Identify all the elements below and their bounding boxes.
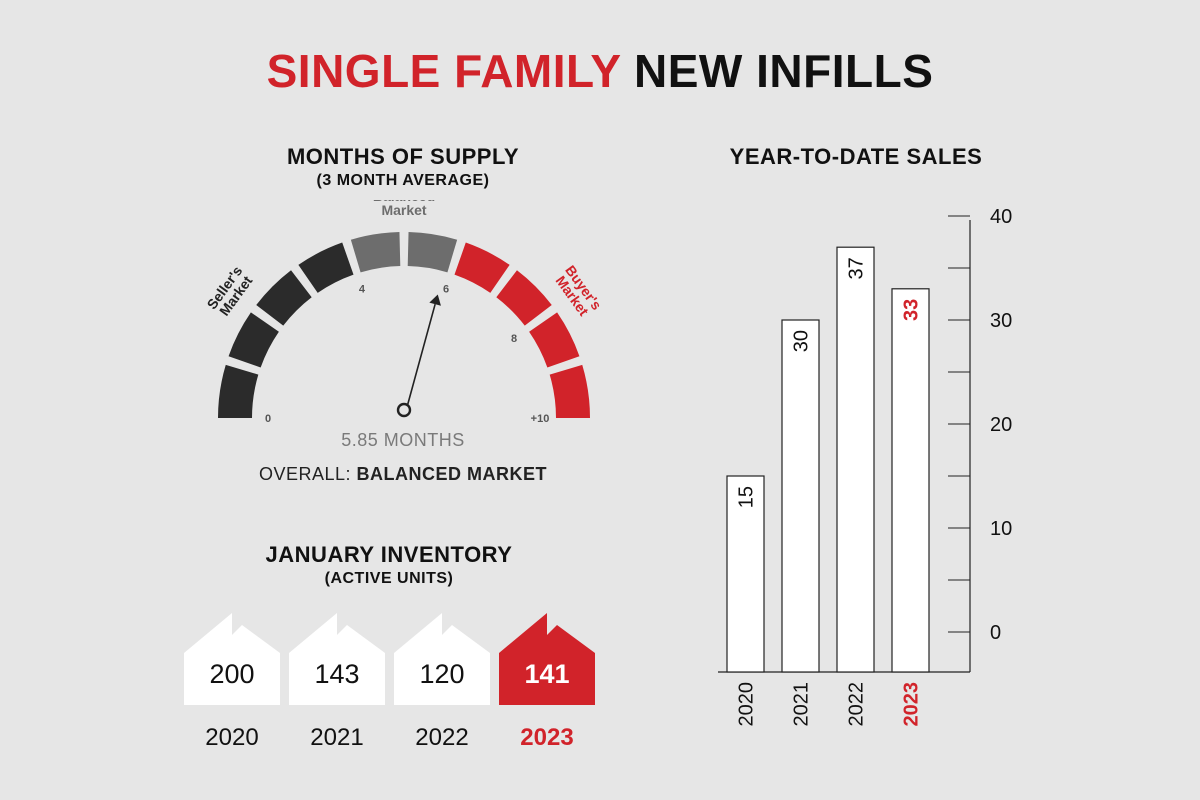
gauge-overall: OVERALL: BALANCED MARKET xyxy=(203,464,603,485)
sales-data-label: 33 xyxy=(901,299,923,321)
gauge-zone-label: Buyer'sMarket xyxy=(551,262,605,321)
house-body xyxy=(394,613,490,705)
sales-data-label: 30 xyxy=(791,330,813,352)
gauge-zone-label: Seller'sMarket xyxy=(203,263,256,321)
gauge-zone-label: BalancedMarket xyxy=(373,200,435,218)
gauge-segment xyxy=(350,232,401,273)
gauge-segment xyxy=(549,364,590,418)
sales-bar xyxy=(891,288,930,673)
gauge-tick-label: 8 xyxy=(511,333,517,345)
inventory-house: 141 xyxy=(499,613,595,705)
sales-category-label: 2021 xyxy=(791,682,813,727)
gauge-tick-label: 6 xyxy=(443,284,449,296)
gauge-segment xyxy=(529,312,580,368)
sales-bar xyxy=(781,319,820,673)
inventory-year: 2021 xyxy=(310,724,364,751)
sales-y-tick-label: 10 xyxy=(990,518,1012,540)
house-shape xyxy=(289,613,385,705)
overall-value: BALANCED MARKET xyxy=(356,464,548,484)
title-part-black: NEW INFILLS xyxy=(634,45,934,97)
sales-y-tick-label: 40 xyxy=(990,206,1012,228)
sales-data-label: 37 xyxy=(846,257,868,279)
gauge-segment xyxy=(228,312,279,368)
gauge-segment xyxy=(218,364,259,418)
gauge-tick-label: +10 xyxy=(531,413,550,425)
sales-y-tick-label: 30 xyxy=(990,310,1012,332)
sales-data-label: 15 xyxy=(736,486,758,508)
page-title: SINGLE FAMILY NEW INFILLS xyxy=(0,44,1200,98)
gauge-tick-label: 4 xyxy=(359,284,366,296)
sales-category-label: 2023 xyxy=(901,682,923,727)
sales-category-label: 2020 xyxy=(736,682,758,727)
house-shape xyxy=(499,613,595,705)
sales-bar xyxy=(726,475,765,673)
inventory-value: 120 xyxy=(419,659,465,689)
gauge-needle-head xyxy=(429,294,441,306)
gauge-tick-label: 0 xyxy=(265,413,271,425)
sales-bar-chart: 0 10 20 30 40 15 2020 30 2021 37 2022 33 2023 xyxy=(718,206,1012,727)
title-part-red: SINGLE FAMILY xyxy=(266,45,621,97)
supply-title: MONTHS OF SUPPLY xyxy=(286,144,520,169)
sales-y-tick-label: 0 xyxy=(990,622,1001,644)
inventory-house: 143 xyxy=(289,613,385,705)
gauge-readout: 5.85 MONTHS xyxy=(341,430,465,450)
overall-label: OVERALL: xyxy=(258,464,352,484)
house-shape xyxy=(394,613,490,705)
inventory-year: 2023 xyxy=(520,724,574,751)
inventory-house: 120 xyxy=(394,613,490,705)
house-body xyxy=(184,613,280,705)
gauge-segment xyxy=(298,242,354,293)
inventory-year: 2022 xyxy=(415,724,469,751)
gauge-segment xyxy=(496,270,552,326)
gauge-pivot xyxy=(396,402,412,418)
sales-category-label: 2022 xyxy=(846,682,868,727)
sales-y-tick-label: 20 xyxy=(990,414,1012,436)
inventory-subtitle: (ACTIVE UNITS) xyxy=(324,570,454,587)
house-shape xyxy=(184,613,280,705)
inventory-year: 2020 xyxy=(205,724,259,751)
gauge-segment xyxy=(256,270,312,326)
inventory-house: 200 xyxy=(184,613,280,705)
supply-subtitle: (3 MONTH AVERAGE) xyxy=(316,172,490,189)
house-body xyxy=(499,613,595,705)
gauge-segment xyxy=(454,242,510,293)
sales-title: YEAR-TO-DATE SALES xyxy=(729,144,983,169)
gauge-segment xyxy=(407,232,458,273)
gauge-needle xyxy=(405,303,436,409)
house-body xyxy=(289,613,385,705)
inventory-value: 143 xyxy=(314,659,360,689)
sales-bar xyxy=(836,246,875,673)
inventory-value: 200 xyxy=(209,659,255,689)
inventory-value: 141 xyxy=(524,659,570,689)
inventory-title: JANUARY INVENTORY xyxy=(265,542,513,567)
supply-gauge: 0 4 6 8 +10 Seller'sMarket BalancedMarket Buyer… xyxy=(203,200,605,425)
